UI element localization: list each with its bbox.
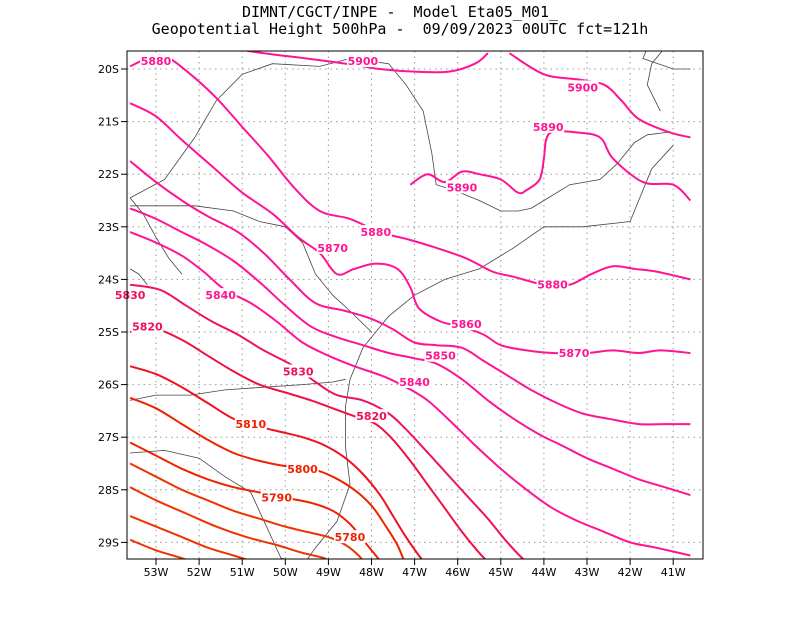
contour-label: 5800 — [287, 463, 318, 476]
map-frame — [126, 50, 704, 560]
lon-tick-label: 47W — [402, 566, 427, 579]
contour-5850 — [129, 207, 691, 497]
lon-tick-label: 46W — [445, 566, 470, 579]
contour-5780 — [129, 462, 364, 559]
contour-label-bg — [316, 240, 349, 254]
contour-label-bg — [234, 417, 267, 431]
title-line-2: Geopotential Height 500hPa - 09/09/2023 … — [151, 20, 649, 38]
contour-label-bg — [558, 346, 591, 360]
contour-label-bg — [140, 54, 172, 68]
contour-label-bg — [114, 288, 147, 302]
contour-label: 5790 — [261, 492, 292, 505]
state-border-line — [642, 51, 691, 70]
grid-lines — [127, 51, 703, 559]
contour-label: 5830 — [115, 289, 146, 302]
state-border-line — [130, 449, 287, 559]
contour-label-bg — [355, 409, 388, 423]
contour-5770 — [129, 486, 329, 559]
contour-label-bg — [450, 317, 483, 331]
contour-5820 — [129, 328, 487, 559]
contour-label-bg — [446, 180, 479, 194]
contour-5880 — [129, 53, 691, 287]
contour-label: 5890 — [447, 181, 478, 194]
contour-label-bg — [424, 348, 457, 362]
contour-5740 — [130, 561, 143, 566]
contour-label: 5890 — [533, 121, 564, 134]
contour-label-bg — [532, 119, 565, 133]
contour-label: 5820 — [356, 410, 387, 423]
contour-label-bg — [346, 54, 379, 68]
map-title: DIMNT/CGCT/INPE - Model Eta05_M01_ Geopo… — [0, 4, 800, 38]
contour-label: 5870 — [317, 242, 348, 255]
contour-label: 5820 — [132, 321, 163, 334]
lon-tick-label: 52W — [187, 566, 212, 579]
contour-label: 5860 — [451, 318, 482, 331]
contour-label: 5780 — [335, 531, 366, 544]
state-border-line — [130, 378, 346, 401]
lon-tick-label: 41W — [661, 566, 686, 579]
contour-label-bg — [131, 319, 164, 333]
lat-tick-label: 24S — [98, 273, 119, 286]
contour-label-bg — [359, 225, 392, 239]
contour-label-bg — [398, 374, 431, 388]
contour-label: 5850 — [425, 350, 456, 363]
contour-label-bg — [204, 288, 237, 302]
state-border-line — [530, 131, 669, 209]
contour-label-bg — [260, 490, 293, 504]
lon-tick-label: 51W — [230, 566, 255, 579]
contour-5810 — [129, 365, 423, 559]
contour-label-bg — [333, 530, 366, 544]
lon-tick-label: 50W — [273, 566, 298, 579]
lat-tick-label: 23S — [98, 221, 119, 234]
contour-label-bg — [536, 277, 569, 291]
contour-label: 5840 — [399, 376, 430, 389]
lat-tick-label: 22S — [98, 168, 119, 181]
lat-tick-label: 21S — [98, 116, 119, 129]
title-line-1: DIMNT/CGCT/INPE - Model Eta05_M01_ — [241, 3, 559, 21]
contour-label: 5830 — [283, 365, 314, 378]
contour-label: 5880 — [537, 279, 568, 292]
contour-label: 5880 — [141, 55, 172, 68]
contour-label-bg — [282, 364, 315, 378]
river-line — [129, 197, 183, 275]
lat-tick-label: 26S — [98, 379, 119, 392]
contour-5900 — [508, 52, 691, 139]
contour-5830 — [129, 283, 525, 559]
contour-labels: 5900 5900 5890 5890 5880 5880 5880 5870 5870 5860… — [114, 54, 599, 544]
lon-tick-label: 43W — [575, 566, 600, 579]
contour-label-bg — [286, 461, 319, 475]
contour-label: 5810 — [236, 418, 267, 431]
geographic-boundaries — [129, 51, 691, 559]
lon-tick-label: 45W — [488, 566, 513, 579]
contour-label-bg — [566, 80, 599, 94]
contour-5890 — [409, 130, 692, 202]
state-border-line — [129, 58, 532, 212]
contour-5750 — [129, 538, 188, 559]
lat-tick-label: 28S — [98, 484, 119, 497]
contour-5860 — [129, 160, 691, 426]
contour-label: 5900 — [567, 81, 598, 94]
lon-tick-label: 48W — [359, 566, 384, 579]
contour-label: 5840 — [205, 289, 236, 302]
lon-tick-label: 49W — [316, 566, 341, 579]
state-border-line — [646, 51, 663, 112]
coast-line — [307, 145, 674, 559]
axis-ticks: 53W 52W 51W 50W 49W 48W 47W 46W 45W 44W 43W 42W 41W 2… — [98, 63, 686, 579]
contour-label: 5900 — [348, 55, 379, 68]
lon-tick-label: 44W — [531, 566, 556, 579]
contour-5760 — [129, 515, 249, 559]
lat-tick-label: 25S — [98, 326, 119, 339]
state-border-line — [130, 205, 372, 333]
lon-tick-label: 53W — [144, 566, 169, 579]
contour-5900 — [242, 51, 489, 74]
lat-tick-label: 20S — [98, 63, 119, 76]
lat-tick-label: 29S — [98, 536, 119, 549]
lon-tick-label: 42W — [618, 566, 643, 579]
contour-label: 5870 — [559, 347, 590, 360]
country-border-line — [129, 268, 148, 285]
contour-label: 5880 — [360, 226, 391, 239]
lat-tick-label: 27S — [98, 431, 119, 444]
